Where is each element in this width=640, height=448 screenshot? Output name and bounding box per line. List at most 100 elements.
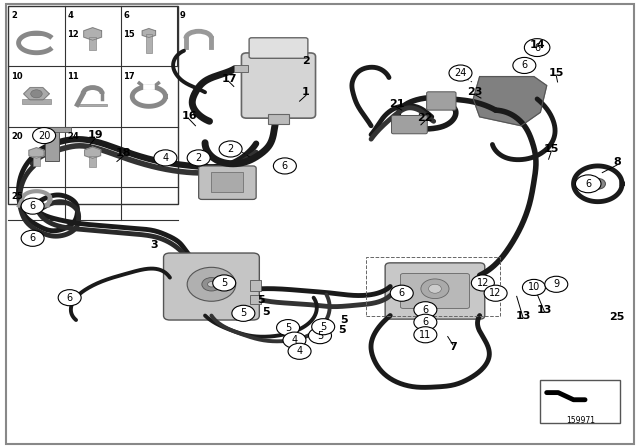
Circle shape xyxy=(58,290,81,306)
Text: 7: 7 xyxy=(449,342,457,352)
Text: 6: 6 xyxy=(422,317,428,327)
Bar xyxy=(146,34,152,53)
Circle shape xyxy=(187,267,236,301)
Circle shape xyxy=(312,319,335,335)
Text: 3: 3 xyxy=(150,241,158,250)
Text: 5: 5 xyxy=(317,331,323,340)
Bar xyxy=(89,155,96,167)
Text: 15: 15 xyxy=(543,144,559,154)
Bar xyxy=(22,99,51,103)
Text: 12: 12 xyxy=(477,278,489,288)
FancyBboxPatch shape xyxy=(249,38,308,58)
Text: 24: 24 xyxy=(67,132,79,141)
Text: 5: 5 xyxy=(340,315,348,325)
Text: 5: 5 xyxy=(339,325,346,335)
Text: 4: 4 xyxy=(296,346,303,356)
Circle shape xyxy=(273,158,296,174)
Polygon shape xyxy=(29,148,44,158)
Bar xyxy=(45,127,71,133)
FancyBboxPatch shape xyxy=(241,53,316,118)
Text: 5: 5 xyxy=(320,322,326,332)
Circle shape xyxy=(449,65,472,81)
Text: 11: 11 xyxy=(419,330,431,340)
Text: 16: 16 xyxy=(181,111,197,121)
FancyBboxPatch shape xyxy=(250,296,261,304)
Text: 22: 22 xyxy=(418,113,433,123)
Polygon shape xyxy=(473,77,547,126)
Circle shape xyxy=(288,343,311,359)
Circle shape xyxy=(513,57,536,73)
Polygon shape xyxy=(84,28,102,40)
Circle shape xyxy=(524,39,550,56)
Circle shape xyxy=(283,332,306,348)
Text: 6: 6 xyxy=(67,293,73,303)
Circle shape xyxy=(429,284,442,293)
Polygon shape xyxy=(84,147,100,159)
Text: 17: 17 xyxy=(124,72,135,81)
FancyBboxPatch shape xyxy=(198,166,256,199)
Circle shape xyxy=(414,327,437,343)
Text: 6: 6 xyxy=(29,233,36,243)
Circle shape xyxy=(154,150,177,166)
Polygon shape xyxy=(142,29,156,38)
Text: 5: 5 xyxy=(262,307,269,318)
Text: 159971: 159971 xyxy=(566,416,595,425)
Text: 12: 12 xyxy=(67,30,79,39)
Text: 20: 20 xyxy=(38,130,51,141)
FancyBboxPatch shape xyxy=(401,274,469,308)
Polygon shape xyxy=(24,88,49,100)
Text: 10: 10 xyxy=(528,282,540,293)
Bar xyxy=(33,155,40,166)
Text: 9: 9 xyxy=(553,279,559,289)
Text: 5: 5 xyxy=(221,278,227,288)
Text: 6: 6 xyxy=(422,305,428,315)
Circle shape xyxy=(484,285,507,301)
Circle shape xyxy=(202,278,221,291)
Bar xyxy=(8,6,178,204)
Text: 2: 2 xyxy=(196,153,202,163)
Bar xyxy=(540,380,620,423)
Text: 24: 24 xyxy=(454,68,467,78)
Text: 6: 6 xyxy=(124,11,129,21)
Text: 13: 13 xyxy=(537,305,552,315)
Circle shape xyxy=(21,198,44,214)
Text: 9: 9 xyxy=(179,11,185,21)
Circle shape xyxy=(308,327,332,344)
FancyBboxPatch shape xyxy=(385,263,484,319)
Text: 6: 6 xyxy=(399,288,405,298)
Circle shape xyxy=(207,282,215,287)
FancyBboxPatch shape xyxy=(211,172,243,192)
Circle shape xyxy=(545,276,568,293)
Circle shape xyxy=(232,305,255,321)
Text: 5: 5 xyxy=(240,308,246,319)
Text: 12: 12 xyxy=(490,288,502,298)
Circle shape xyxy=(421,279,449,298)
Text: 6: 6 xyxy=(29,201,36,211)
Circle shape xyxy=(33,128,56,144)
Circle shape xyxy=(522,280,545,296)
Text: 11: 11 xyxy=(67,72,79,81)
Text: 1: 1 xyxy=(302,87,310,97)
Circle shape xyxy=(575,175,601,193)
Circle shape xyxy=(590,178,605,189)
Text: 25: 25 xyxy=(11,192,22,201)
Text: 15: 15 xyxy=(548,68,564,78)
Text: 6: 6 xyxy=(282,161,288,171)
Text: 15: 15 xyxy=(124,30,135,39)
Text: 14: 14 xyxy=(529,40,545,50)
Circle shape xyxy=(414,302,437,318)
Text: 19: 19 xyxy=(88,129,103,140)
Text: 6: 6 xyxy=(522,60,527,70)
Text: 6: 6 xyxy=(585,179,591,189)
Circle shape xyxy=(187,150,210,166)
Circle shape xyxy=(276,319,300,336)
Circle shape xyxy=(219,141,242,157)
FancyBboxPatch shape xyxy=(392,116,428,134)
Bar xyxy=(89,37,97,50)
Bar xyxy=(79,103,107,106)
Circle shape xyxy=(471,275,494,291)
Text: 2: 2 xyxy=(302,56,310,66)
Text: 4: 4 xyxy=(67,11,73,21)
Text: 10: 10 xyxy=(11,72,22,81)
Text: 13: 13 xyxy=(515,310,531,321)
